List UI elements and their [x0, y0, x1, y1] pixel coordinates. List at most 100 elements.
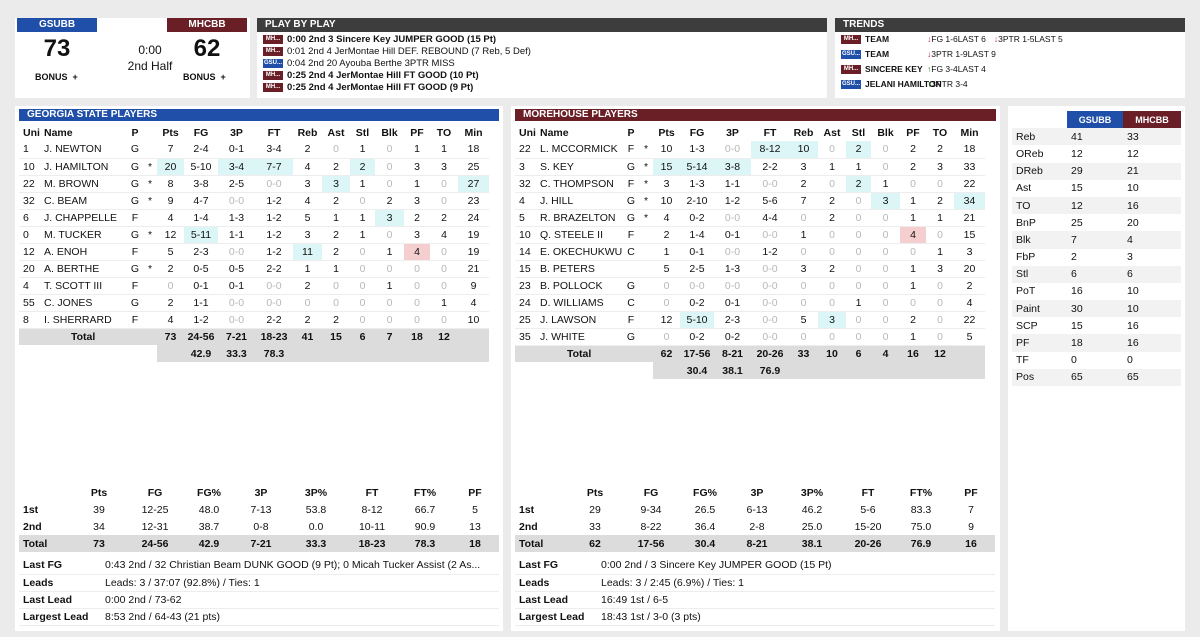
- player-cell: 0-0: [724, 211, 741, 224]
- player-name[interactable]: M. TUCKER: [44, 228, 102, 241]
- player-name[interactable]: A. BERTHE: [44, 262, 100, 275]
- player-cell: 23: [467, 194, 480, 207]
- column-header[interactable]: Stl: [851, 127, 866, 139]
- column-header[interactable]: FG: [689, 127, 705, 139]
- player-cell: 1: [800, 228, 807, 241]
- player-cell: 3: [441, 160, 447, 173]
- player-name[interactable]: D. WILLIAMS: [540, 296, 604, 309]
- player-name[interactable]: J. NEWTON: [44, 143, 102, 156]
- column-header[interactable]: Blk: [381, 127, 398, 139]
- column-header[interactable]: 3P: [726, 127, 739, 139]
- column-header[interactable]: TO: [436, 127, 452, 139]
- player-cell: 23: [519, 279, 531, 292]
- column-header[interactable]: PF: [410, 127, 424, 139]
- column-header[interactable]: Min: [464, 127, 483, 139]
- player-name[interactable]: J. LAWSON: [540, 313, 597, 326]
- pbp-row[interactable]: MH... 0:25 2nd 4 JerMontae Hill FT GOOD (…: [263, 70, 479, 81]
- player-row[interactable]: 23 B. POLLOCK G 0 0-0 0-0 0-0 0 0 0 0 1 0 2: [515, 277, 985, 294]
- player-cell: 0-1: [193, 279, 209, 292]
- player-row[interactable]: 22 L. MCCORMICK F * 10 1-3 0-0 8-12 10 0 2 0 2 2 18: [515, 141, 985, 158]
- player-row[interactable]: 35 J. WHITE G 0 0-2 0-2 0-0 0 0 0 0 1 0 5: [515, 328, 985, 345]
- player-row[interactable]: 4 T. SCOTT III F 0 0-1 0-1 0-0 2 0 0 1 0 0 9: [19, 277, 489, 294]
- home-bonus[interactable]: BONUS +: [35, 72, 78, 82]
- player-row[interactable]: 12 A. ENOH F 5 2-3 0-0 1-2 11 2 0 1 4 0 19: [19, 243, 489, 260]
- player-row[interactable]: 55 C. JONES G 2 1-1 0-0 0-0 0 0 0 0 0 1 4: [19, 294, 489, 311]
- player-row[interactable]: 32 C. BEAM G * 9 4-7 0-0 1-2 4 2 0 2 3 0 23: [19, 192, 489, 209]
- player-name[interactable]: I. SHERRARD: [44, 313, 112, 326]
- total-cell: [143, 328, 157, 345]
- half-cell: 53.8: [305, 503, 327, 516]
- player-row[interactable]: 4 J. HILL G * 10 2-10 1-2 5-6 7 2 0 3 1 2 34: [515, 192, 985, 209]
- player-name[interactable]: E. OKECHUKWU: [540, 245, 623, 258]
- column-header[interactable]: Stl: [355, 127, 370, 139]
- pbp-row[interactable]: MH... 0:25 2nd 4 JerMontae Hill FT GOOD (…: [263, 82, 473, 93]
- player-cell: 10: [467, 313, 480, 326]
- column-header[interactable]: TO: [932, 127, 948, 139]
- player-name[interactable]: L. MCCORMICK: [540, 143, 618, 156]
- column-header[interactable]: Reb: [793, 127, 814, 139]
- player-name[interactable]: J. CHAPPELLE: [44, 211, 117, 224]
- percentage-cell: [41, 345, 127, 362]
- column-header[interactable]: Ast: [823, 127, 841, 139]
- player-row[interactable]: 1 J. NEWTON G 7 2-4 0-1 3-4 2 0 1 0 1 1 18: [19, 141, 489, 158]
- player-name[interactable]: T. SCOTT III: [44, 279, 103, 292]
- column-header[interactable]: P: [131, 127, 139, 139]
- player-cell: 4: [167, 313, 174, 326]
- half-cell: 9-34: [640, 503, 662, 516]
- player-name[interactable]: B. POLLOCK: [540, 279, 603, 292]
- player-row[interactable]: 6 J. CHAPPELLE F 4 1-4 1-3 1-2 5 1 1 3 2 2 24: [19, 209, 489, 226]
- player-row[interactable]: 10 J. HAMILTON G * 20 5-10 3-4 7-7 4 2 2 0 3 3 25: [19, 158, 489, 175]
- column-header[interactable]: P: [627, 127, 635, 139]
- player-row[interactable]: 22 M. BROWN G * 8 3-8 2-5 0-0 3 3 1 0 1 0 27: [19, 175, 489, 192]
- player-name[interactable]: J. HAMILTON: [44, 160, 109, 173]
- column-header[interactable]: PF: [906, 127, 920, 139]
- column-header[interactable]: Pts: [162, 127, 179, 139]
- player-row[interactable]: 20 A. BERTHE G * 2 0-5 0-5 2-2 1 1 0 0 0 0 21: [19, 260, 489, 277]
- player-name[interactable]: R. BRAZELTON: [540, 211, 616, 224]
- player-row[interactable]: 0 M. TUCKER G * 12 5-11 1-1 1-2 3 2 1 0 3 4 19: [19, 226, 489, 243]
- player-row[interactable]: 8 I. SHERRARD F 4 1-2 0-0 2-2 2 2 0 0 0 0 10: [19, 311, 489, 328]
- player-name[interactable]: C. THOMPSON: [540, 177, 614, 190]
- pbp-row[interactable]: MH... 0:00 2nd 3 Sincere Key JUMPER GOOD …: [263, 34, 496, 45]
- column-header[interactable]: Blk: [877, 127, 894, 139]
- player-name[interactable]: C. BEAM: [44, 194, 88, 207]
- player-row[interactable]: 10 Q. STEELE II F 2 1-4 0-1 0-0 1 0 0 0 4 0 15: [515, 226, 985, 243]
- pbp-row[interactable]: GSU... 0:04 2nd 20 Ayouba Berthe 3PTR MIS…: [263, 58, 455, 69]
- player-name[interactable]: Q. STEELE II: [540, 228, 604, 241]
- player-row[interactable]: 32 C. THOMPSON F * 3 1-3 1-1 0-0 2 0 2 1 0 0 22: [515, 175, 985, 192]
- player-name[interactable]: B. PETERS: [540, 262, 595, 275]
- player-row[interactable]: 24 D. WILLIAMS C 0 0-2 0-1 0-0 0 0 1 0 0 0 4: [515, 294, 985, 311]
- column-header[interactable]: Reb: [297, 127, 318, 139]
- player-cell: [143, 243, 157, 260]
- column-header[interactable]: FT: [763, 127, 777, 139]
- column-header[interactable]: FG: [193, 127, 209, 139]
- pbp-row[interactable]: MH... 0:01 2nd 4 JerMontae Hill DEF. REBO…: [263, 46, 531, 57]
- player-name[interactable]: M. BROWN: [44, 177, 99, 190]
- column-header[interactable]: [639, 125, 653, 141]
- column-header[interactable]: 3P: [230, 127, 243, 139]
- column-header[interactable]: [143, 125, 157, 141]
- column-header[interactable]: Uni: [519, 127, 536, 139]
- column-header[interactable]: FT: [267, 127, 281, 139]
- column-header[interactable]: Name: [540, 127, 569, 139]
- player-name[interactable]: J. WHITE: [540, 330, 585, 343]
- comparison-stat-label: TO: [1012, 196, 1067, 215]
- total-cell: 6: [350, 328, 375, 345]
- player-row[interactable]: 3 S. KEY G * 15 5-14 3-8 2-2 3 1 1 0 2 3 33: [515, 158, 985, 175]
- player-name[interactable]: A. ENOH: [44, 245, 88, 258]
- column-header[interactable]: Pts: [658, 127, 675, 139]
- column-header[interactable]: Ast: [327, 127, 345, 139]
- player-row[interactable]: 5 R. BRAZELTON G * 4 0-2 0-0 4-4 0 2 0 0 1 1 21: [515, 209, 985, 226]
- column-header[interactable]: Uni: [23, 127, 40, 139]
- away-bonus[interactable]: BONUS +: [183, 72, 226, 82]
- player-name[interactable]: S. KEY: [540, 160, 574, 173]
- player-cell: 0: [855, 194, 862, 207]
- player-name[interactable]: J. HILL: [540, 194, 574, 207]
- player-row[interactable]: 25 J. LAWSON F 12 5-10 2-3 0-0 5 3 0 0 2 0 22: [515, 311, 985, 328]
- column-header[interactable]: Min: [960, 127, 979, 139]
- player-name[interactable]: C. JONES: [44, 296, 93, 309]
- player-row[interactable]: 15 B. PETERS 5 2-5 1-3 0-0 3 2 0 0 1 3 20: [515, 260, 985, 277]
- player-row[interactable]: 14 E. OKECHUKWU C 1 0-1 0-0 1-2 0 0 0 0 0 1 3: [515, 243, 985, 260]
- player-cell: 19: [467, 245, 480, 258]
- column-header[interactable]: Name: [44, 127, 73, 139]
